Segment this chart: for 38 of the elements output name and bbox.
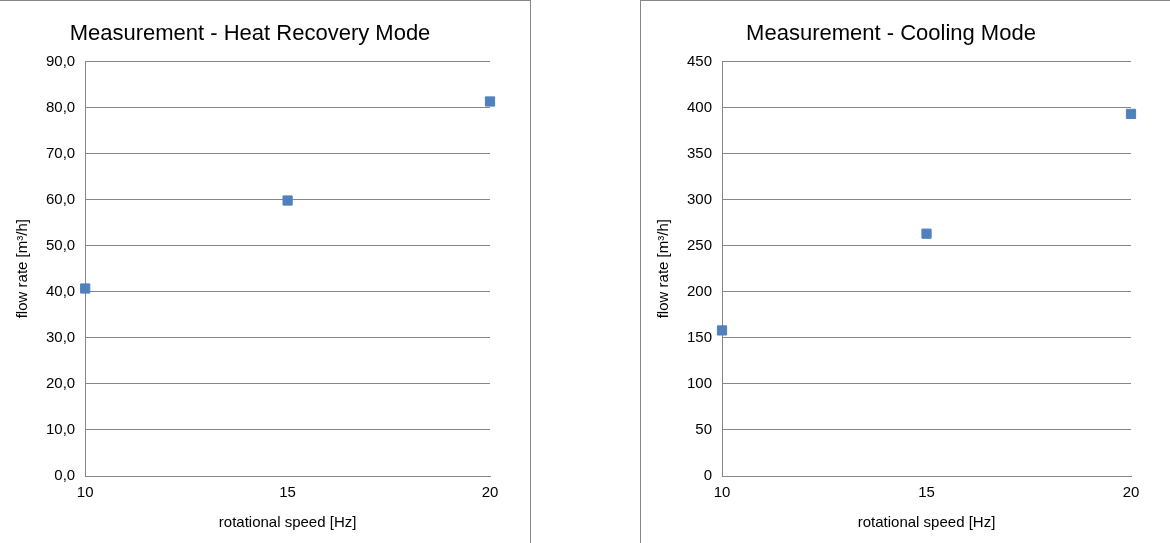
- y-tick-label: 200: [687, 281, 713, 299]
- point: [80, 283, 91, 294]
- y-tick-label: 100: [687, 374, 713, 392]
- y-tick-label: 400: [687, 97, 713, 115]
- x-tick-label: 10: [713, 483, 731, 501]
- point: [921, 228, 932, 239]
- y-tick-label: 80,0: [45, 97, 76, 115]
- chart-title: Measurement - Cooling Mode: [746, 20, 1036, 46]
- y-axis-title: flow rate [m³/h]: [654, 219, 672, 319]
- y-tick-label: 50,0: [45, 235, 76, 253]
- y-tick-label: 0: [703, 466, 713, 484]
- y-tick-label: 50: [695, 420, 713, 438]
- y-tick-label: 20,0: [45, 374, 76, 392]
- y-tick-label: 10,0: [45, 420, 76, 438]
- point: [716, 325, 728, 336]
- x-tick-label: 20: [1122, 483, 1140, 501]
- y-tick-label: 300: [687, 189, 713, 207]
- chart-title: Measurement - Heat Recovery Mode: [69, 20, 431, 46]
- y-tick-label: 350: [687, 143, 713, 161]
- y-tick-label: 0,0: [54, 466, 76, 484]
- y-tick-label: 70,0: [45, 143, 76, 161]
- x-tick-label: 10: [76, 483, 94, 501]
- y-tick-label: 250: [687, 235, 713, 253]
- y-tick-label: 450: [687, 51, 713, 69]
- y-tick-label: 40,0: [45, 281, 76, 299]
- y-axis-title: flow rate [m³/h]: [13, 219, 31, 319]
- y-tick-label: 60,0: [45, 189, 76, 207]
- x-axis-title: rotational speed [Hz]: [218, 513, 357, 531]
- point: [1125, 108, 1137, 120]
- y-tick-label: 90,0: [45, 51, 76, 69]
- point: [282, 195, 293, 206]
- x-axis-title: rotational speed [Hz]: [857, 513, 996, 531]
- y-tick-label: 30,0: [45, 327, 76, 345]
- x-tick-label: 15: [279, 483, 296, 501]
- x-tick-label: 20: [481, 483, 499, 501]
- point: [484, 96, 496, 107]
- x-tick-label: 15: [918, 483, 935, 501]
- y-tick-label: 150: [687, 327, 713, 345]
